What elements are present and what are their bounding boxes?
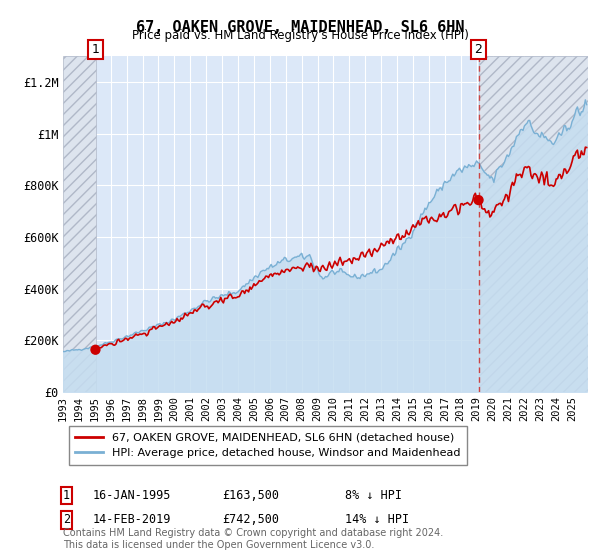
Text: Price paid vs. HM Land Registry's House Price Index (HPI): Price paid vs. HM Land Registry's House …: [131, 29, 469, 42]
Text: 1: 1: [92, 43, 100, 56]
Text: 2: 2: [475, 43, 482, 56]
Point: [91, 346, 100, 354]
Text: 2: 2: [63, 513, 70, 526]
Text: £163,500: £163,500: [222, 489, 279, 502]
Text: 14-FEB-2019: 14-FEB-2019: [93, 513, 172, 526]
Text: 16-JAN-1995: 16-JAN-1995: [93, 489, 172, 502]
Text: £742,500: £742,500: [222, 513, 279, 526]
Text: 8% ↓ HPI: 8% ↓ HPI: [345, 489, 402, 502]
Text: Contains HM Land Registry data © Crown copyright and database right 2024.
This d: Contains HM Land Registry data © Crown c…: [63, 528, 443, 550]
Text: 1: 1: [63, 489, 70, 502]
Text: 67, OAKEN GROVE, MAIDENHEAD, SL6 6HN: 67, OAKEN GROVE, MAIDENHEAD, SL6 6HN: [136, 20, 464, 35]
Legend: 67, OAKEN GROVE, MAIDENHEAD, SL6 6HN (detached house), HPI: Average price, detac: 67, OAKEN GROVE, MAIDENHEAD, SL6 6HN (de…: [68, 426, 467, 465]
Bar: [479, 56, 588, 392]
Text: 14% ↓ HPI: 14% ↓ HPI: [345, 513, 409, 526]
Bar: [63, 56, 96, 392]
Point: [474, 195, 484, 204]
